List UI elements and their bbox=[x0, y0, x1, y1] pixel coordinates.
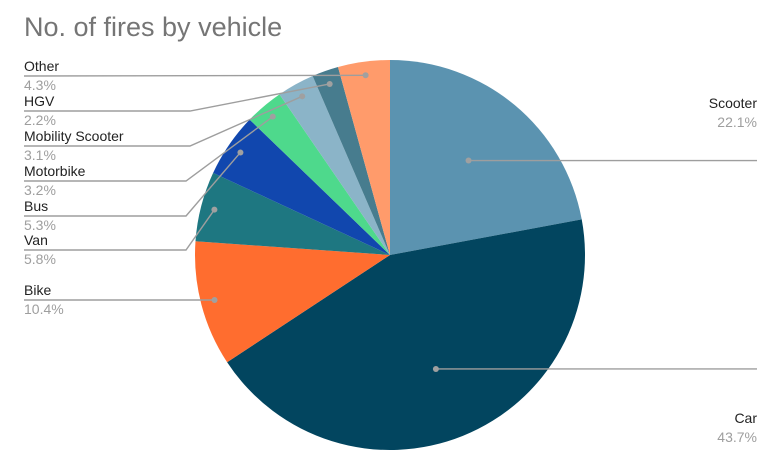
leader-dot bbox=[326, 80, 333, 87]
label-percent: 5.3% bbox=[24, 217, 56, 233]
leader-line bbox=[24, 95, 303, 147]
leader-line bbox=[23, 74, 366, 77]
label-name: Van bbox=[24, 232, 48, 248]
leader-line bbox=[24, 116, 274, 182]
leader-dot bbox=[362, 72, 369, 79]
leader-dot bbox=[237, 149, 244, 156]
pie-slice-bus[interactable] bbox=[213, 119, 390, 256]
leader-dot bbox=[299, 93, 306, 100]
leader-line bbox=[24, 151, 241, 217]
leader-dot bbox=[211, 297, 218, 303]
pie-slice-car[interactable] bbox=[227, 219, 585, 450]
label-percent: 22.1% bbox=[717, 114, 757, 130]
label-name: Mobility Scooter bbox=[24, 128, 124, 144]
label-name: HGV bbox=[24, 93, 55, 109]
pie-slice-motorbike[interactable] bbox=[249, 94, 390, 255]
label-percent: 2.2% bbox=[24, 112, 56, 128]
label-percent: 5.8% bbox=[24, 251, 56, 267]
chart-title: No. of fires by vehicle bbox=[24, 12, 283, 42]
leader-dot bbox=[432, 365, 439, 372]
pie-slice-other[interactable] bbox=[338, 60, 390, 255]
label-percent: 3.2% bbox=[24, 182, 56, 198]
pie-slice-bike[interactable] bbox=[195, 241, 390, 363]
label-name: Bus bbox=[24, 198, 48, 214]
pie-slice-van[interactable] bbox=[195, 172, 390, 255]
label-name: Scooter bbox=[709, 95, 758, 111]
leader-line bbox=[24, 83, 330, 112]
label-name: Car bbox=[734, 410, 757, 426]
leader-line bbox=[24, 209, 215, 251]
pie-slice-hgv[interactable] bbox=[312, 67, 390, 255]
label-percent: 10.4% bbox=[24, 301, 64, 317]
label-name: Other bbox=[24, 58, 59, 74]
pie-slice-scooter[interactable] bbox=[390, 60, 582, 255]
leader-dot bbox=[465, 157, 472, 164]
label-percent: 4.3% bbox=[24, 77, 56, 93]
label-name: Motorbike bbox=[24, 163, 86, 179]
label-name: Bike bbox=[24, 282, 51, 298]
leader-dot bbox=[269, 113, 276, 120]
pie-slice-mobility-scooter[interactable] bbox=[279, 76, 390, 256]
leader-dot bbox=[211, 206, 218, 213]
label-percent: 3.1% bbox=[24, 147, 56, 163]
label-percent: 43.7% bbox=[717, 429, 757, 445]
